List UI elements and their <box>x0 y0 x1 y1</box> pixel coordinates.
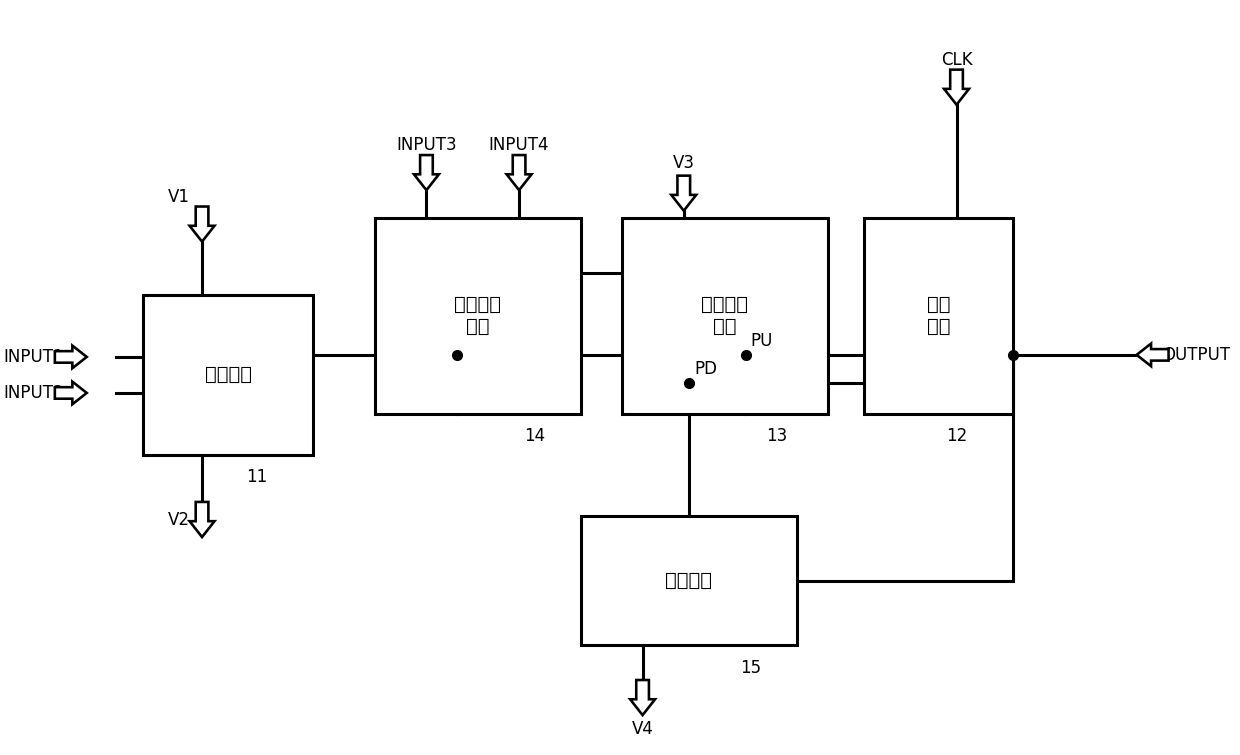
Text: OUTPUT: OUTPUT <box>1162 346 1230 364</box>
Polygon shape <box>190 502 215 537</box>
Text: 上拉
模块: 上拉 模块 <box>926 295 950 336</box>
Text: V4: V4 <box>631 720 653 738</box>
Text: 上拉控制
模块: 上拉控制 模块 <box>454 295 501 336</box>
Text: PU: PU <box>750 331 773 350</box>
Text: PD: PD <box>694 359 717 378</box>
Text: V1: V1 <box>167 187 190 205</box>
Polygon shape <box>630 680 655 715</box>
Text: 15: 15 <box>740 658 761 676</box>
Text: V2: V2 <box>167 511 190 529</box>
Text: 11: 11 <box>247 468 268 486</box>
Bar <box>580 516 797 645</box>
Polygon shape <box>414 155 439 190</box>
Bar <box>864 218 1013 414</box>
Text: INPUT2: INPUT2 <box>4 384 64 402</box>
Bar <box>374 218 580 414</box>
Polygon shape <box>1137 344 1168 366</box>
Text: 12: 12 <box>946 427 967 445</box>
Text: V3: V3 <box>673 153 694 171</box>
Bar <box>144 295 314 455</box>
Polygon shape <box>671 176 696 211</box>
Polygon shape <box>55 381 87 404</box>
Text: 14: 14 <box>525 427 546 445</box>
Text: INPUT1: INPUT1 <box>4 348 64 366</box>
Polygon shape <box>190 207 215 242</box>
Text: CLK: CLK <box>941 51 972 69</box>
Text: 下拉模块: 下拉模块 <box>666 572 713 590</box>
Text: INPUT4: INPUT4 <box>489 136 549 154</box>
Polygon shape <box>507 155 532 190</box>
Text: 下拉控制
模块: 下拉控制 模块 <box>702 295 749 336</box>
Text: INPUT3: INPUT3 <box>396 136 456 154</box>
Text: 13: 13 <box>766 427 787 445</box>
Polygon shape <box>55 346 87 368</box>
Polygon shape <box>944 69 968 105</box>
Text: 输入模块: 输入模块 <box>205 365 252 384</box>
Bar <box>622 218 828 414</box>
